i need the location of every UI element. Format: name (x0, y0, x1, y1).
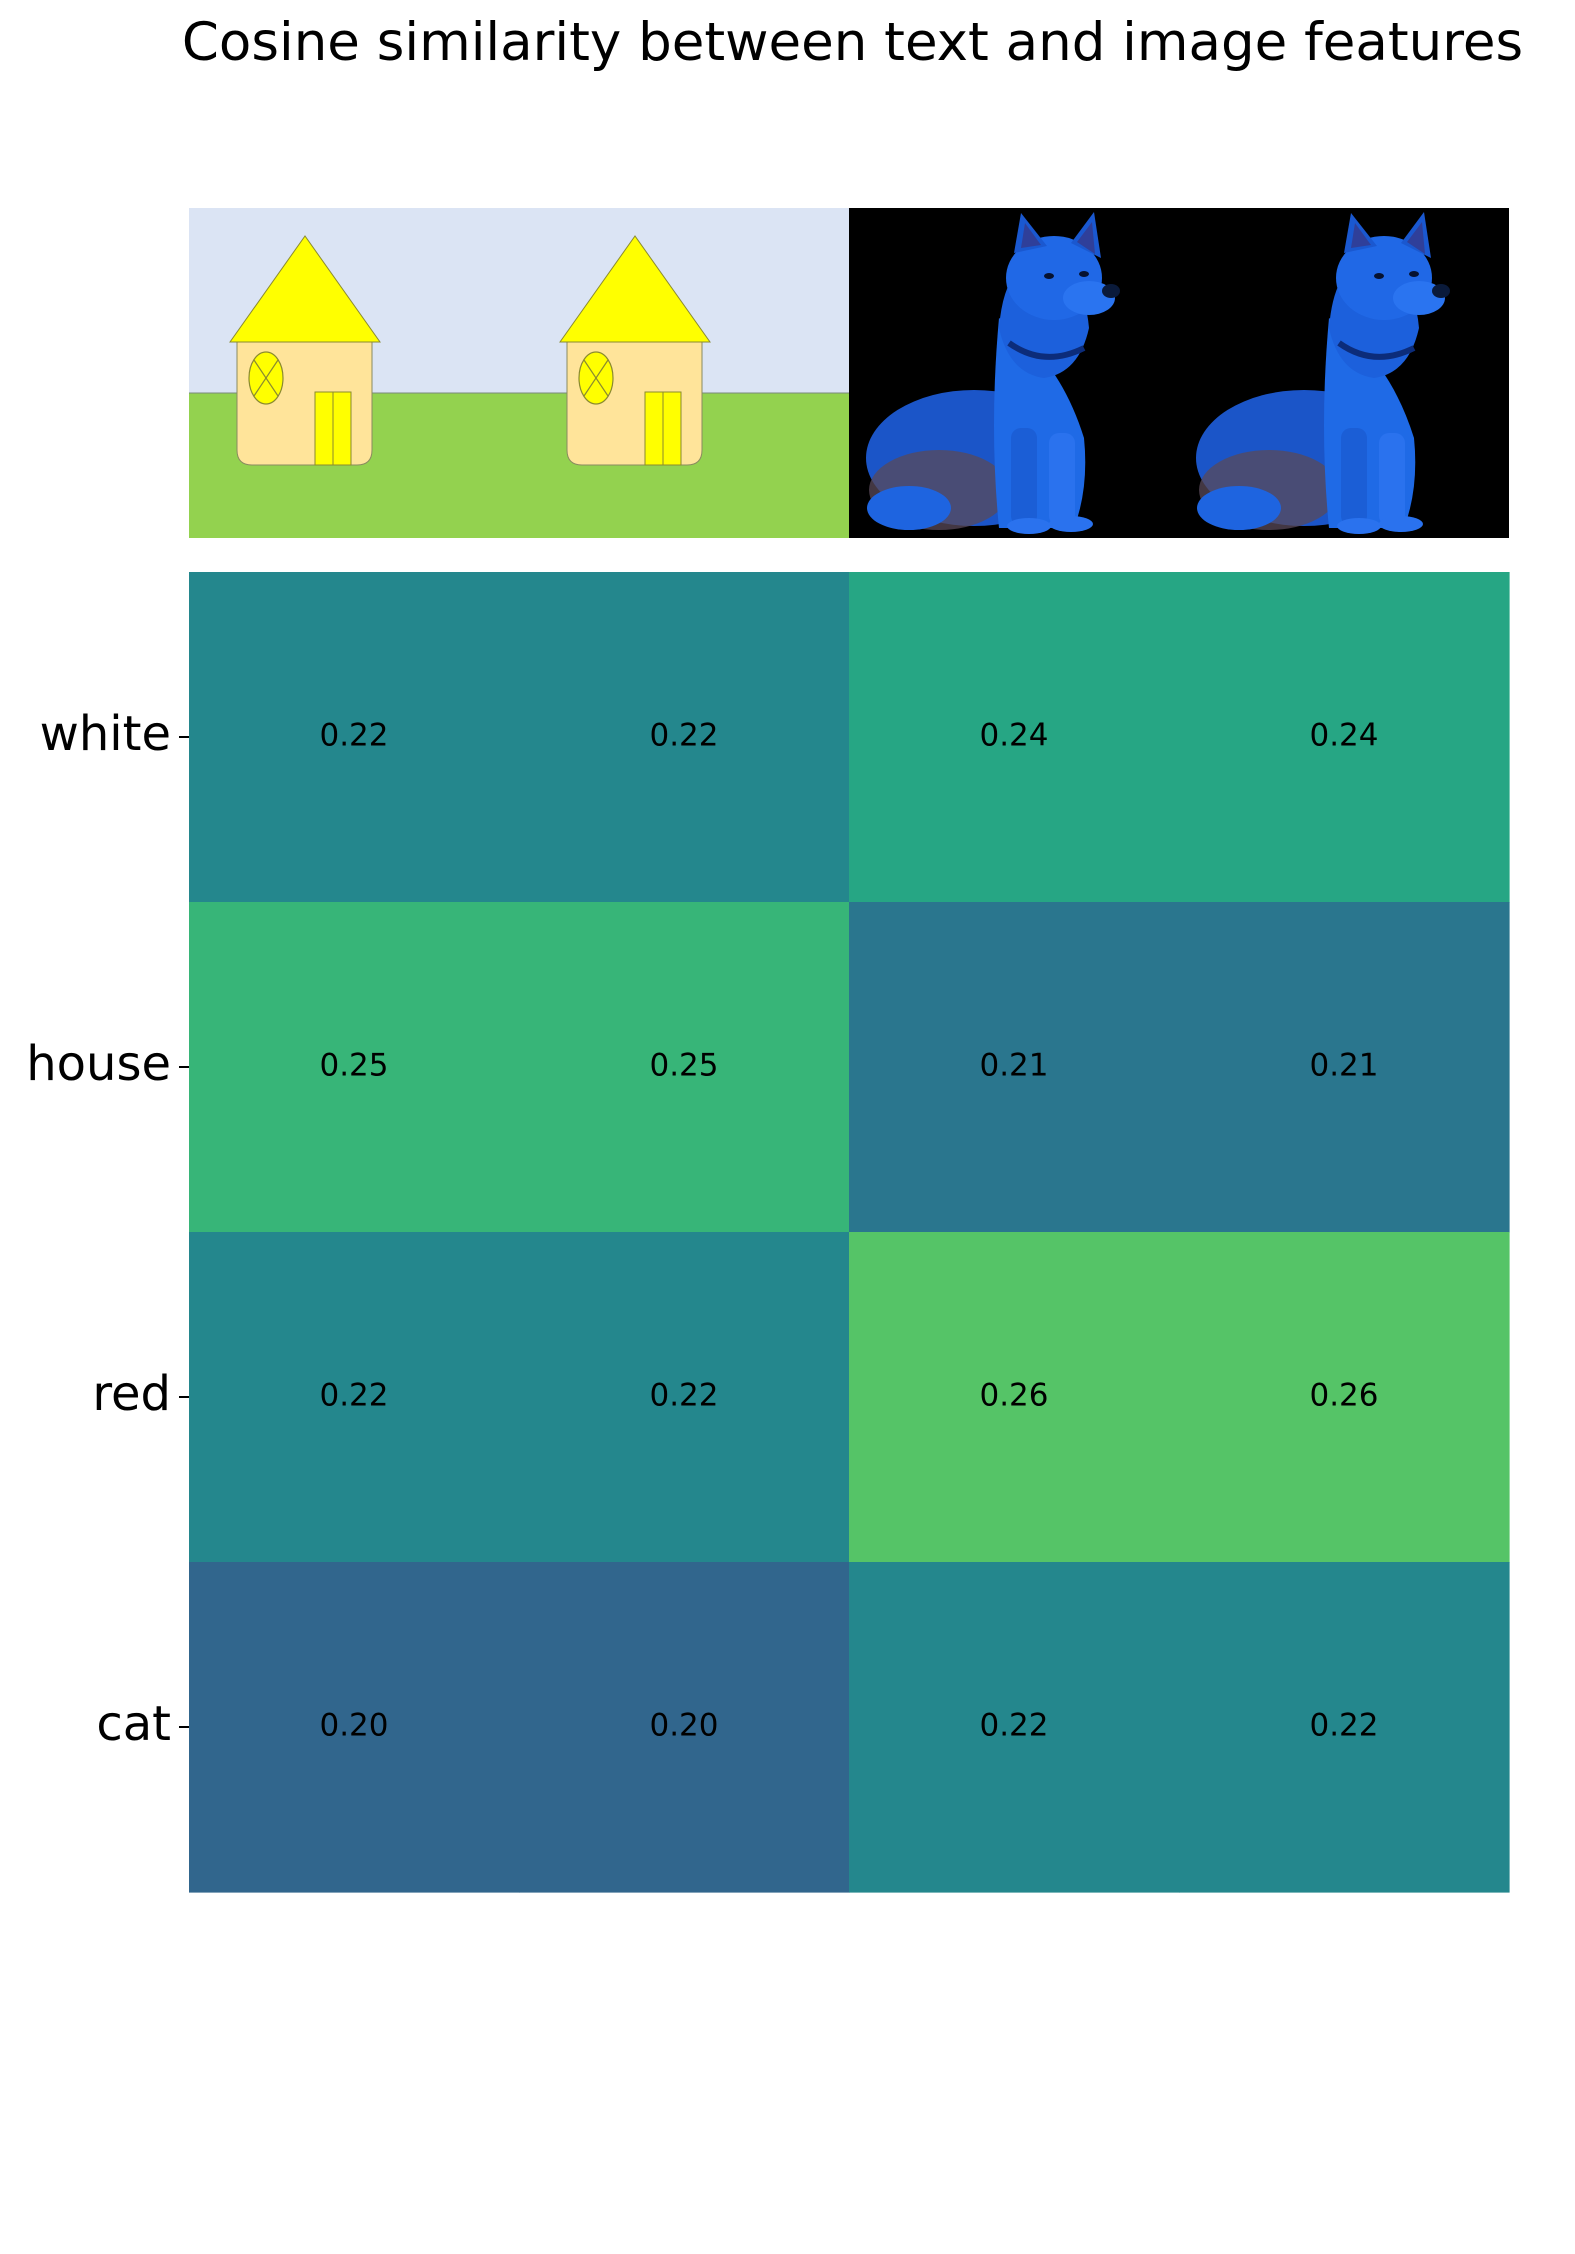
house-drawing-icon (189, 208, 519, 538)
cell-value-label: 0.22 (319, 718, 388, 754)
heatmap-cell (519, 1232, 850, 1563)
cell-value-label: 0.26 (1309, 1378, 1378, 1414)
cell-value-label: 0.22 (979, 1708, 1048, 1744)
cell-value-label: 0.26 (979, 1378, 1048, 1414)
row-label-red: red (92, 1366, 171, 1422)
heatmap-cell (849, 902, 1180, 1233)
cell-value-label: 0.24 (979, 718, 1048, 754)
row-label-cat: cat (96, 1696, 171, 1752)
blue-dog-photo-icon (849, 208, 1179, 538)
cell-value-label: 0.22 (649, 1378, 718, 1414)
heatmap-cell (1179, 902, 1510, 1233)
cell-value-label: 0.21 (1309, 1048, 1378, 1084)
row-label-white: white (40, 706, 171, 762)
heatmap-cell (849, 1232, 1180, 1563)
heatmap-cell (189, 902, 520, 1233)
cell-value-label: 0.22 (1309, 1708, 1378, 1744)
heatmap-cell (849, 1562, 1180, 1893)
cell-value-label: 0.21 (979, 1048, 1048, 1084)
row-label-house: house (26, 1036, 171, 1092)
heatmap-cell (189, 1232, 520, 1563)
cell-value-label: 0.25 (319, 1048, 388, 1084)
heatmap-cell (1179, 572, 1510, 903)
cell-value-label: 0.20 (319, 1708, 388, 1744)
heatmap-cell (519, 902, 850, 1233)
heatmap-cell (1179, 1562, 1510, 1893)
cell-value-label: 0.24 (1309, 718, 1378, 754)
row-labels: white house red cat (26, 706, 189, 1752)
blue-dog-photo-icon (1179, 208, 1509, 538)
image-strip (189, 208, 1509, 538)
heatmap-cell (189, 572, 520, 903)
cell-value-label: 0.22 (649, 718, 718, 754)
heatmap-cell (1179, 1232, 1510, 1563)
heatmap-cells: 0.22 0.22 0.24 0.24 0.25 0.25 0.21 0.21 0.22 0.22… (189, 572, 1510, 1893)
chart-title: Cosine similarity between text and image… (181, 12, 1524, 73)
heatmap-cell (519, 1562, 850, 1893)
cell-value-label: 0.20 (649, 1708, 718, 1744)
heatmap-cell (519, 572, 850, 903)
cell-value-label: 0.25 (649, 1048, 718, 1084)
cell-value-label: 0.22 (319, 1378, 388, 1414)
heatmap-cell (189, 1562, 520, 1893)
heatmap-cell (849, 572, 1180, 903)
house-drawing-icon (519, 208, 849, 538)
